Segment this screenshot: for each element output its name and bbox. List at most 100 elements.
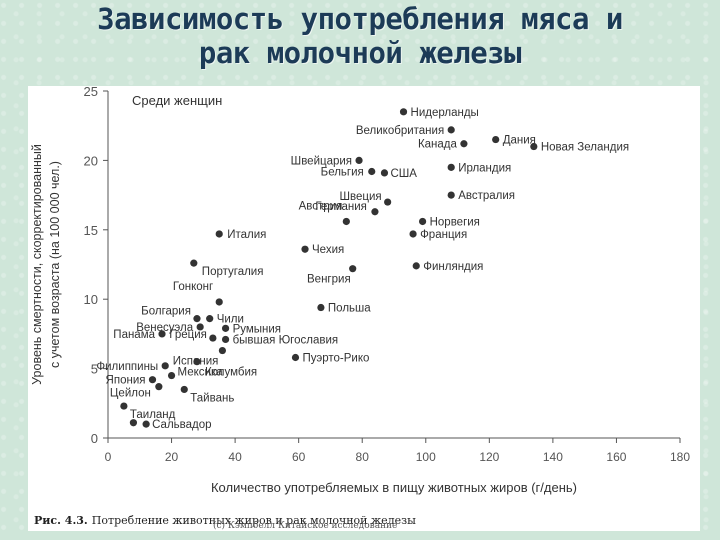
data-point <box>215 298 223 306</box>
data-point-label: Финляндия <box>423 261 483 273</box>
x-tick-label: 20 <box>165 450 179 464</box>
data-point-label: Швеция <box>339 191 381 203</box>
data-point-label: Чили <box>217 314 244 326</box>
x-tick-label: 100 <box>416 450 436 464</box>
scatter-chart: 0 5 10 15 20 25 0 20 40 60 80 100 120 140 160 180 Среди … <box>30 86 690 495</box>
data-point <box>215 230 223 238</box>
author-note: (c) Кэмпбелл Китайское исследование <box>213 521 398 531</box>
y-tick-label: 15 <box>84 223 98 238</box>
data-point-label: Канада <box>418 139 458 151</box>
data-point-label: Нидерланды <box>411 107 479 119</box>
y-tick-label: 25 <box>84 86 98 99</box>
data-point <box>180 385 188 394</box>
data-point-label: Сальвадор <box>152 419 211 431</box>
data-point <box>447 163 455 171</box>
data-point-label: Япония <box>106 375 146 387</box>
x-tick-label: 40 <box>228 450 242 464</box>
data-point-label: США <box>390 168 417 180</box>
data-point <box>206 315 214 323</box>
data-point-label: Греция <box>169 329 207 341</box>
data-point <box>161 362 169 370</box>
figure-caption-text: Потребление животных жиров и рак молочно… <box>91 514 416 527</box>
data-point-label: Панама <box>113 329 155 341</box>
data-point-label: Франция <box>420 229 467 241</box>
data-point <box>412 262 420 270</box>
data-point <box>209 334 217 342</box>
y-axis-label-line-2: с учетом возраста (на 100 000 чел.) <box>48 161 62 368</box>
data-point-label: Дания <box>503 135 536 147</box>
data-point <box>492 135 500 144</box>
data-point-label: Швейцария <box>291 155 352 167</box>
data-point <box>193 315 201 323</box>
data-point <box>291 353 300 362</box>
data-point-label: Австрия <box>299 200 343 212</box>
data-point <box>349 265 357 273</box>
figure-caption: Рис. 4.3. Потребление животных жиров и ра… <box>34 514 416 527</box>
data-point <box>167 371 176 380</box>
x-tick-label: 180 <box>670 450 690 464</box>
data-point <box>193 358 201 366</box>
data-point-label: бывшая Югославия <box>233 334 339 346</box>
data-point-label: Колумбия <box>205 367 257 379</box>
data-point-label: Великобритания <box>356 125 444 137</box>
data-point-label: Венгрия <box>307 274 351 286</box>
data-point <box>368 167 376 176</box>
data-point <box>460 140 468 148</box>
data-point <box>447 191 455 199</box>
data-point-label: Чехия <box>312 244 344 256</box>
data-point <box>419 217 427 226</box>
x-axis-label: Количество употребляемых в пищу животных… <box>211 480 577 495</box>
data-point <box>221 335 230 344</box>
data-point-label: Болгария <box>141 306 191 318</box>
data-point-label: Филиппины <box>96 361 158 373</box>
y-tick-label: 10 <box>84 292 98 307</box>
data-point <box>221 324 230 332</box>
y-tick-label: 5 <box>91 362 98 377</box>
data-point-label: Венесуэла <box>136 322 194 334</box>
data-point-label: Бельгия <box>321 167 364 179</box>
x-tick-label: 80 <box>356 450 370 464</box>
figure-caption-number: Рис. 4.3. <box>34 514 88 527</box>
y-axis-label-line-1: Уровень смертности, скорректированный <box>30 144 44 385</box>
data-point <box>120 402 128 410</box>
data-point <box>301 245 309 253</box>
data-point <box>148 376 157 384</box>
x-tick-label: 60 <box>292 450 306 464</box>
data-point <box>371 208 379 216</box>
x-tick-label: 140 <box>543 450 563 464</box>
data-point <box>218 346 226 355</box>
data-point-label: Ирландия <box>458 162 511 174</box>
data-point-label: Польша <box>328 303 371 315</box>
data-point <box>342 217 350 226</box>
data-point-label: Тайвань <box>190 392 234 404</box>
data-point-label: Цейлон <box>110 388 151 400</box>
x-tick-label: 160 <box>606 450 626 464</box>
data-point-label: Германия <box>315 201 367 213</box>
data-point-label: Гонконг <box>173 281 213 293</box>
y-tick-label: 0 <box>91 431 98 446</box>
data-point <box>530 142 538 151</box>
data-point <box>155 383 163 391</box>
chart-panel: 0 5 10 15 20 25 0 20 40 60 80 100 120 140 160 180 Среди … <box>28 86 700 531</box>
chart-title: Среди женщин <box>132 93 222 108</box>
data-point <box>384 198 392 206</box>
data-point-label: Новая Зеландия <box>541 142 629 154</box>
data-point-label: Пуэрто-Рико <box>302 352 369 364</box>
data-point <box>355 156 363 164</box>
data-point-label: Мексика <box>178 367 224 379</box>
slide-title-line-2: рак молочной железы <box>198 36 522 70</box>
data-point <box>380 169 389 177</box>
slide-title: Зависимость употребления мяса и рак моло… <box>0 2 720 70</box>
data-point-label: Италия <box>227 229 266 241</box>
x-tick-label: 120 <box>479 450 499 464</box>
data-point-label: Австралия <box>458 190 515 202</box>
data-point <box>142 420 150 428</box>
slide-title-line-1: Зависимость употребления мяса и <box>97 2 623 36</box>
y-tick-label: 20 <box>84 153 98 168</box>
data-point-label: Норвегия <box>430 216 480 228</box>
data-point-label: Румыния <box>233 323 281 335</box>
x-tick-label: 0 <box>105 450 112 464</box>
data-point <box>409 230 417 238</box>
data-point-label: Таиланд <box>130 409 176 421</box>
data-point <box>447 126 455 134</box>
